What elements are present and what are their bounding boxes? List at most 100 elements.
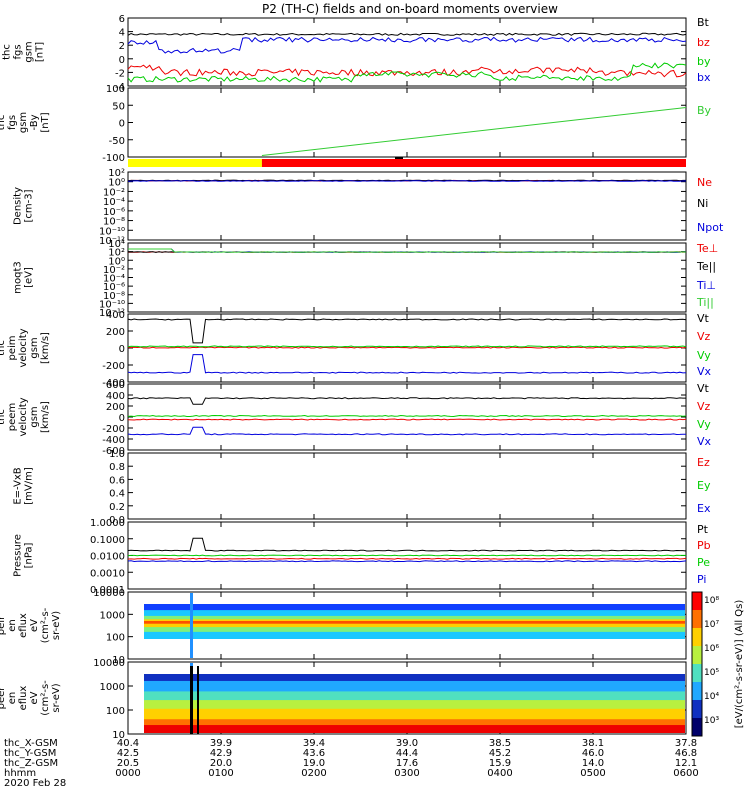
x-row-value: 46.8 [675,748,697,759]
y-axis-label: thc fgs gsm -By [nT] [0,112,51,133]
x-row-value: 37.8 [675,738,697,749]
colorbar-tick: 10⁴ [704,692,719,702]
y-axis-label: moqt3 [eV] [13,261,35,294]
series-bz [127,64,687,78]
y-tick-label: -200 [102,361,125,372]
y-tick-label: 600 [106,380,125,391]
series-Vy [127,345,687,348]
x-row-value: 0500 [580,768,605,779]
y-tick-label: 50 [112,101,125,112]
x-axis-ephemeris: thc_X-GSM 40.4 39.9 39.4 39.0 38.5 38.1 37.8 thc… [4,738,699,789]
legend-Pe: Pe [697,556,710,569]
x-row-label: thc_Z-GSM [4,758,58,769]
y-tick-label: 400 [106,310,125,321]
x-row-label: hhmm [4,768,36,779]
colorbar-step [692,682,702,700]
y-label-line: moqt3 [13,261,24,294]
legend-Ez: Ez [697,456,710,469]
x-row-value: 42.9 [210,748,232,759]
series-Pt [127,537,687,552]
colorbar-tick: 10³ [704,716,719,726]
x-row-value: 17.6 [396,758,418,769]
series-Npot [127,180,687,182]
panel-frame [127,383,687,451]
y-label-line: peem [7,403,18,431]
x-row-value: 46.0 [582,748,604,759]
x-row-value: 14.0 [582,758,604,769]
y-tick-label: 10⁻² [103,265,125,276]
spectrogram-event [190,666,193,734]
y-tick-label: 10⁻⁴ [103,197,125,208]
y-tick-label: 10⁻² [103,187,125,198]
x-row-value: 20.0 [210,758,232,769]
y-label-line: sr-eV) [51,611,62,640]
y-tick-label: 10⁻¹² [99,308,125,319]
legend-Vt: Vt [697,312,710,325]
y-tick-label: 1000 [100,610,125,621]
x-row-value: 42.5 [117,748,139,759]
spectrogram-band [144,604,685,612]
legend-Pt: Pt [697,523,709,536]
colorbar-step [692,646,702,664]
x-row-value: 0200 [301,768,326,779]
flag-mark [395,157,403,159]
y-tick-label: 0.4 [109,489,125,500]
x-row-value: 0000 [115,768,140,779]
y-label-line: [mV/m] [24,467,35,505]
y-tick-label: 0.6 [109,475,125,486]
panel-p1: 6 4 2 0 -2 -4 thc fgs gsm [nT] Bt bz by bx [2,14,711,93]
x-row-value: 0100 [208,768,233,779]
y-label-line: en [7,692,18,705]
x-row-label: thc_Y-GSM [4,748,56,759]
colorbar-step [692,700,702,718]
y-label-line: sr-eV) [51,683,62,712]
y-tick-label: 2 [119,41,125,52]
colorbar-frame [691,591,703,737]
y-axis-label: thc fgs gsm [nT] [2,41,46,62]
x-row-label: thc_X-GSM [4,738,58,749]
legend-Vy: Vy [697,418,711,431]
legend-Ti⊥: Ti⊥ [696,279,716,292]
y-tick-label: 100 [106,706,125,717]
y-axis-label: E=-VxB [mV/m] [13,467,35,505]
y-label-line: -By [29,114,40,130]
y-label-line: gsm [29,337,40,358]
x-row-value: 39.0 [396,738,418,749]
y-label-line: [km/s] [40,332,51,364]
panel-p4: 10⁴10²10⁰10⁻²10⁻⁴10⁻⁶10⁻⁸10⁻¹⁰10⁻¹²moqt3… [13,239,719,319]
y-label-line: [nT] [35,42,46,62]
colorbar-tick: 10⁵ [704,668,719,678]
legend-Ni: Ni [697,197,708,210]
legend-Ti||: Ti|| [696,296,714,309]
panel-p2: 100 50 0 -50 -100 thc fgs gsm -By [nT] By [0,84,712,164]
y-tick-label: 10 [112,655,125,666]
spectrogram-band [144,631,685,639]
legend-Vx: Vx [697,365,712,378]
series-bx [127,36,687,54]
colorbar-label: [eV/(cm²-s-sr-eV)] (All Qs) [734,600,745,729]
y-axis-label: thcpeerenefluxeV(cm²-s-sr-eV) [0,680,62,716]
legend-Ex: Ex [697,502,711,515]
y-tick-label: 6 [119,14,125,25]
y-label-line: en [7,619,18,632]
y-label-line: (cm²-s- [40,607,51,643]
spectrogram-band [144,619,685,622]
y-tick-label: 10⁻⁴ [103,274,125,285]
y-label-line: thc [0,409,7,425]
x-row-value: 0600 [673,768,698,779]
panel-p5: 400 200 0 -200 -400 thc peim velocity gsm [km/s] V… [0,310,712,389]
y-tick-label: 10000 [93,658,125,669]
panel-s2: 10000 1000 100 10 thcpeerenefluxeV(cm²-s-sr-… [0,658,687,741]
legend-Npot: Npot [697,221,724,234]
legend-Ey: Ey [697,479,711,492]
y-label-line: eV [29,691,40,704]
y-tick-label: -100 [102,153,125,164]
x-row-value: 38.1 [582,738,604,749]
panel-p7: 1.0 0.8 0.6 0.4 0.2 0.0 E=-VxB [mV/m] Ez Ey Ex [13,449,711,526]
legend-Vz: Vz [697,330,711,343]
legend-By: By [697,104,712,117]
colorbar-label-wrap: [eV/(cm²-s-sr-eV)] (All Qs) [734,600,745,729]
